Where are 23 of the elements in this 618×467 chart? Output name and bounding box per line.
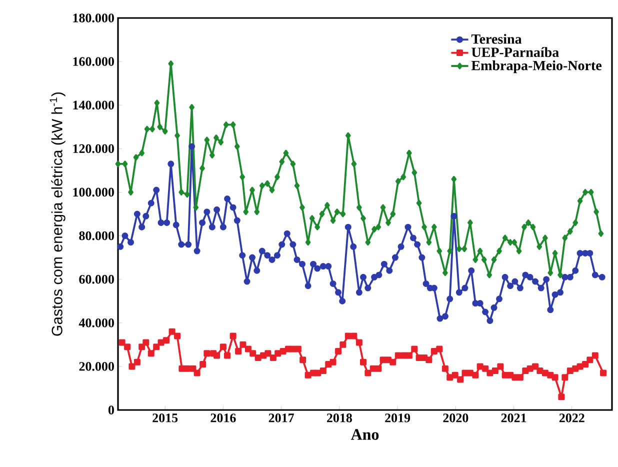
x-tick-label: 2016 bbox=[210, 414, 236, 422]
x-tick-label: 2015 bbox=[152, 414, 178, 422]
legend-label: UEP-Parnaíba bbox=[472, 47, 559, 58]
x-tick-label: 2017 bbox=[268, 414, 294, 422]
y-tick-label: 80.000 bbox=[79, 231, 114, 240]
x-tick-label: 2022 bbox=[559, 414, 584, 422]
y-tick-label: 140.000 bbox=[73, 100, 114, 110]
y-tick-label: 0 bbox=[108, 406, 114, 414]
y-tick-label: 20.000 bbox=[79, 362, 114, 371]
x-tick-label: 2020 bbox=[443, 414, 468, 422]
y-tick-label: 100.000 bbox=[73, 188, 114, 197]
y-axis-title: Gastos com energia elétrica (kW h$^{-1}$) bbox=[50, 92, 66, 336]
y-tick-label: 160.000 bbox=[73, 57, 114, 66]
y-tick-label: 40.000 bbox=[78, 318, 114, 328]
y-tick-label: 60.000 bbox=[79, 274, 114, 284]
x-axis-title: Ano bbox=[350, 429, 379, 440]
x-tick-label: 2021 bbox=[501, 414, 526, 422]
x-tick-label: 2019 bbox=[385, 414, 410, 422]
legend-label: Teresina bbox=[471, 34, 522, 44]
y-tick-label: 180.000 bbox=[73, 14, 114, 22]
y-tick-label: 120.000 bbox=[73, 144, 114, 154]
x-tick-label: 2018 bbox=[326, 414, 352, 422]
legend-label: Embrapa-Meio-Norte bbox=[471, 60, 602, 74]
